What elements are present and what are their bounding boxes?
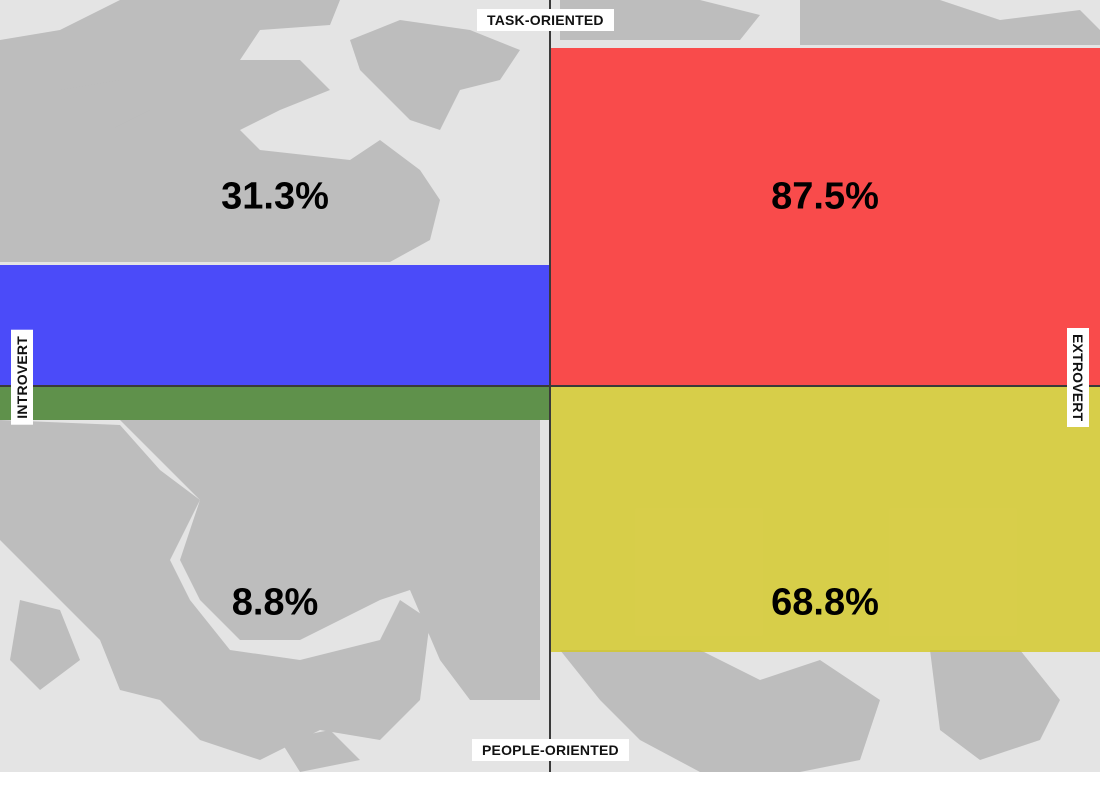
quadrant-bar-bottom-left (0, 386, 550, 420)
axis-label-introvert: INTROVERT (11, 330, 33, 425)
axis-label-people-oriented: PEOPLE-ORIENTED (472, 739, 629, 761)
quadrant-value-top-right: 87.5% (771, 175, 879, 218)
quadrant-bar-top-right (550, 48, 1100, 386)
axis-label-extrovert: EXTROVERT (1067, 328, 1089, 428)
quadrant-bar-top-left (0, 265, 550, 386)
quadrant-bar-bottom-right (550, 386, 1100, 652)
quadrant-bars (0, 48, 1100, 652)
quadrant-value-bottom-left: 8.8% (231, 581, 319, 624)
axis-label-task-oriented: TASK-ORIENTED (477, 9, 614, 31)
quadrant-value-bottom-right: 68.8% (771, 581, 879, 624)
quadrant-value-top-left: 31.3% (221, 175, 329, 218)
horizontal-axis-line (0, 385, 1100, 387)
quadrant-bar-layer (0, 48, 1100, 652)
quadrant-chart: 31.3% 87.5% 8.8% 68.8% TASK-ORIENTED PEO… (0, 0, 1100, 772)
world-map-background (0, 0, 1100, 772)
